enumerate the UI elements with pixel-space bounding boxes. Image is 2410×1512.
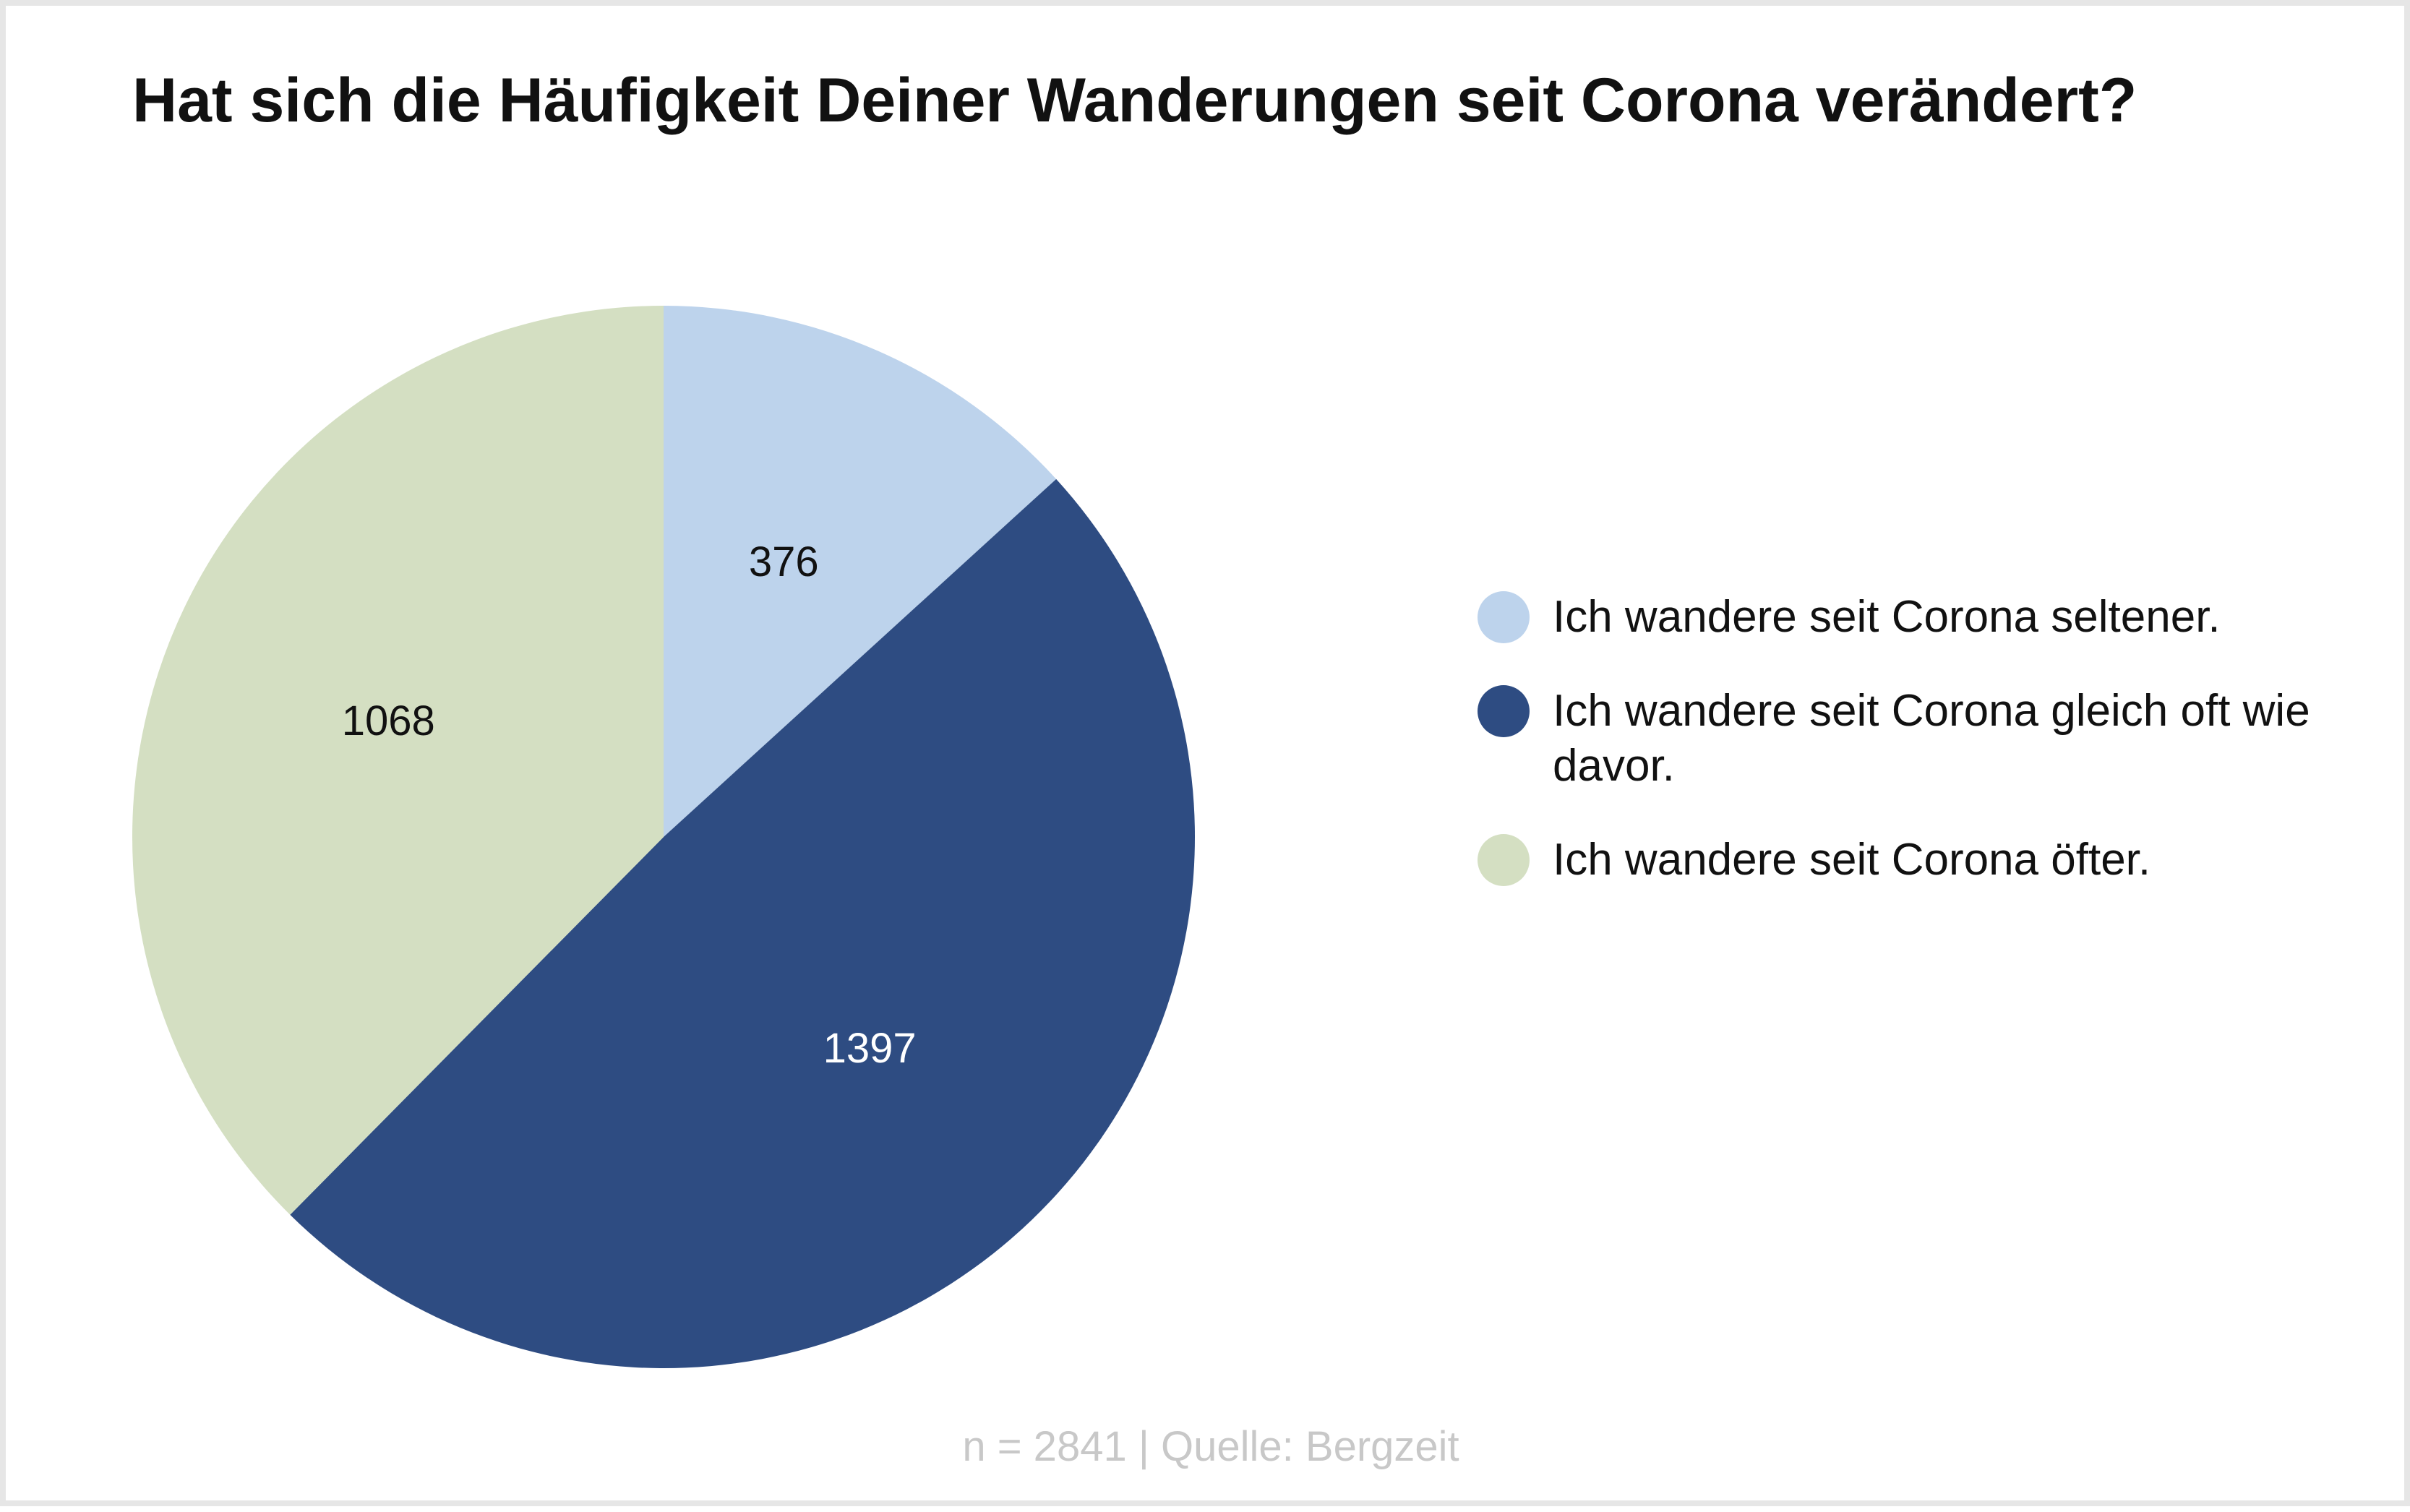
legend-item-oefter: Ich wandere seit Corona öfter. (1478, 833, 2345, 888)
legend-swatch (1478, 685, 1530, 737)
chart-footer: n = 2841 | Quelle: Bergzeit (962, 1423, 1459, 1470)
legend: Ich wandere seit Corona seltener. Ich wa… (1478, 590, 2345, 927)
legend-label: Ich wandere seit Corona öfter. (1553, 835, 2151, 885)
legend-swatch (1478, 591, 1530, 643)
legend-label: Ich wandere seit Corona seltener. (1553, 592, 2221, 642)
pie-value-label: 1397 (823, 1025, 917, 1072)
legend-swatch (1478, 834, 1530, 886)
chart-title: Hat sich die Häufigkeit Deiner Wanderung… (132, 66, 2137, 135)
pie-slice-gleich-oft (290, 478, 1195, 1368)
pie-slice-seltener (664, 306, 1057, 837)
pie-value-label: 376 (749, 538, 819, 585)
pie-value-label: 1068 (342, 697, 435, 744)
legend-item-gleich-oft: Ich wandere seit Corona gleich oft wie d… (1478, 684, 2345, 794)
legend-item-seltener: Ich wandere seit Corona seltener. (1478, 590, 2345, 645)
pie-slice-oefter (132, 306, 664, 1215)
legend-label: Ich wandere seit Corona gleich oft wie d… (1553, 686, 2310, 791)
pie-chart: 376 1397 1068 (132, 306, 1195, 1368)
